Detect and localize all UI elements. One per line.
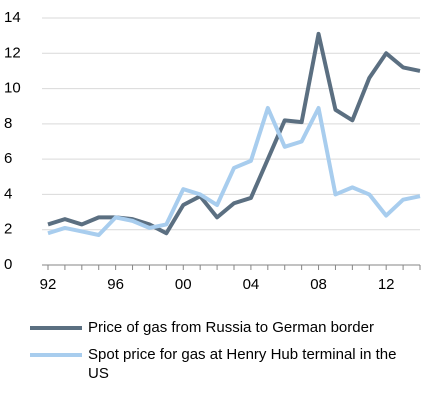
- x-tick-label: 12: [378, 276, 395, 293]
- legend: Price of gas from Russia to German borde…: [30, 318, 420, 391]
- y-tick-label: 10: [4, 80, 21, 97]
- x-tick-label: 00: [175, 276, 192, 293]
- y-tick-label: 6: [4, 150, 12, 167]
- legend-label: Spot price for gas at Henry Hub terminal…: [88, 346, 397, 382]
- legend-item: Price of gas from Russia to German borde…: [30, 318, 420, 337]
- legend-swatch: [30, 326, 82, 330]
- chart: 0 2 4 6 8 10 12 14 92 96 00 04 08 12: [4, 9, 421, 293]
- y-tick-label: 14: [4, 9, 21, 26]
- x-tick-label: 92: [40, 276, 57, 293]
- legend-label: Price of gas from Russia to German borde…: [88, 319, 374, 336]
- y-tick-label: 8: [4, 115, 12, 132]
- x-tick-label: 96: [107, 276, 124, 293]
- y-tick-label: 4: [4, 185, 12, 202]
- y-tick-label: 12: [4, 44, 21, 61]
- series-line: [47, 31, 421, 236]
- y-tick-label: 2: [4, 221, 12, 238]
- series-line: [47, 105, 421, 238]
- x-tick-label: 04: [243, 276, 260, 293]
- x-tick-label: 08: [310, 276, 327, 293]
- y-tick-label: 0: [4, 256, 12, 273]
- legend-item: Spot price for gas at Henry Hub terminal…: [30, 345, 420, 383]
- legend-swatch: [30, 353, 82, 357]
